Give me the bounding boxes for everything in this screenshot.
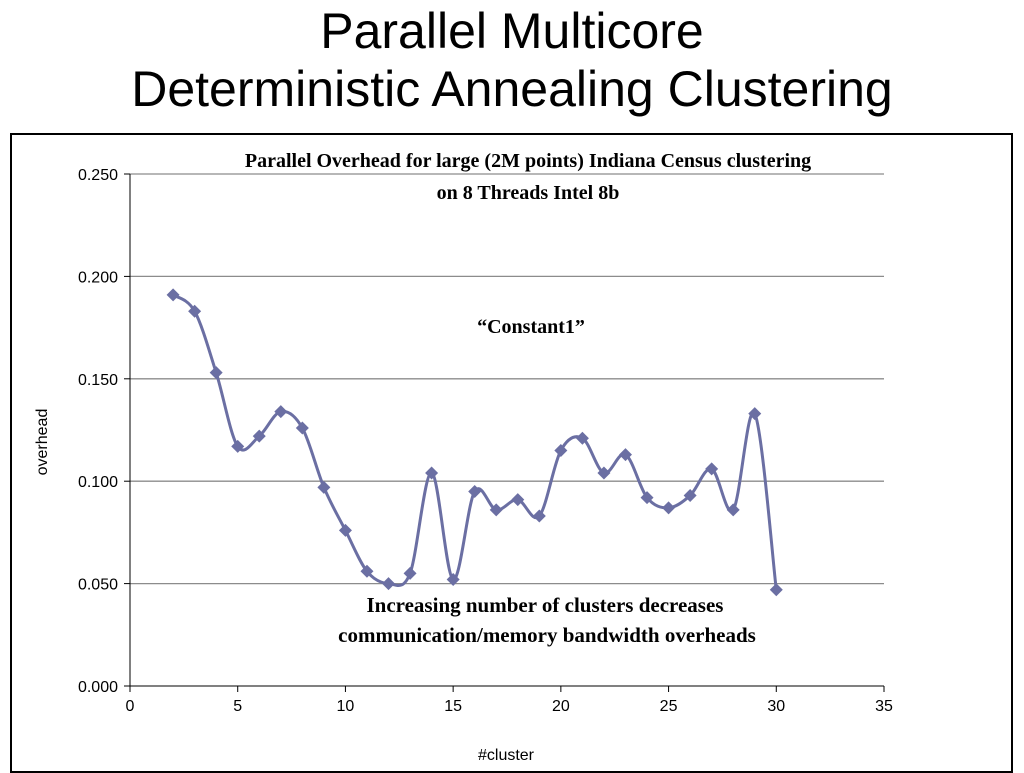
- data-point-marker: [575, 431, 589, 445]
- data-point-marker: [209, 366, 223, 380]
- data-point-marker: [769, 583, 783, 597]
- x-axis-label: #cluster: [478, 747, 535, 764]
- data-point-marker: [295, 421, 309, 435]
- data-point-marker: [252, 429, 266, 443]
- x-tick-label: 5: [233, 698, 242, 715]
- x-tick-label: 25: [660, 698, 678, 715]
- data-point-marker: [705, 462, 719, 476]
- data-point-marker: [618, 448, 632, 462]
- annotation-constant1: “Constant1”: [477, 316, 585, 338]
- x-tick-label: 30: [767, 698, 785, 715]
- data-point-marker: [166, 288, 180, 302]
- x-tick-label: 20: [552, 698, 570, 715]
- data-point-marker: [188, 304, 202, 318]
- data-point-marker: [446, 573, 460, 587]
- data-point-marker: [360, 564, 374, 578]
- data-point-marker: [640, 491, 654, 505]
- annotation-overhead-note-line-2: communication/memory bandwidth overheads: [338, 623, 756, 647]
- data-point-marker: [662, 501, 676, 515]
- y-tick-label: 0.150: [78, 372, 118, 389]
- y-axis-label: overhead: [34, 409, 51, 476]
- data-point-marker: [748, 407, 762, 421]
- y-tick-label: 0.250: [78, 167, 118, 184]
- slide-title-line-1: Parallel Multicore: [320, 3, 704, 59]
- x-tick-label: 35: [875, 698, 893, 715]
- series-line: [172, 293, 778, 590]
- y-tick-label: 0.000: [78, 679, 118, 696]
- x-tick-label: 0: [126, 698, 135, 715]
- data-point-marker: [726, 503, 740, 517]
- grid-lines: [130, 173, 884, 585]
- data-point-marker: [403, 566, 417, 580]
- data-point-marker: [338, 523, 352, 537]
- y-tick-label: 0.100: [78, 474, 118, 491]
- annotation-overhead-note-line-1: Increasing number of clusters decreases: [367, 593, 724, 617]
- data-point-marker: [425, 466, 439, 480]
- axes: 0.000 0.050 0.100 0.150 0.200 0.250 0 5 10 15 20 25…: [78, 167, 893, 715]
- data-point-marker: [597, 466, 611, 480]
- data-point-marker: [532, 509, 546, 523]
- data-point-marker: [511, 493, 525, 507]
- data-series: [166, 288, 783, 597]
- chart-title-line-2: on 8 Threads Intel 8b: [437, 182, 620, 204]
- chart-title-line-1: Parallel Overhead for large (2M points) …: [245, 150, 811, 172]
- overhead-line-chart: Parallel Overhead for large (2M points) …: [34, 150, 893, 764]
- y-tick-label: 0.050: [78, 577, 118, 594]
- data-point-marker: [683, 489, 697, 503]
- data-point-marker: [231, 439, 245, 453]
- chart-frame: Parallel Overhead for large (2M points) …: [10, 133, 1013, 773]
- data-point-marker: [317, 480, 331, 494]
- x-tick-label: 15: [444, 698, 462, 715]
- x-tick-label: 10: [337, 698, 355, 715]
- data-point-marker: [554, 443, 568, 457]
- data-point-marker: [382, 577, 396, 591]
- slide-title-line-2: Deterministic Annealing Clustering: [131, 61, 893, 117]
- data-point-marker: [468, 484, 482, 498]
- y-tick-label: 0.200: [78, 269, 118, 286]
- slide-title: Parallel Multicore Deterministic Anneali…: [0, 2, 1024, 118]
- data-point-marker: [274, 405, 288, 419]
- data-point-marker: [489, 503, 503, 517]
